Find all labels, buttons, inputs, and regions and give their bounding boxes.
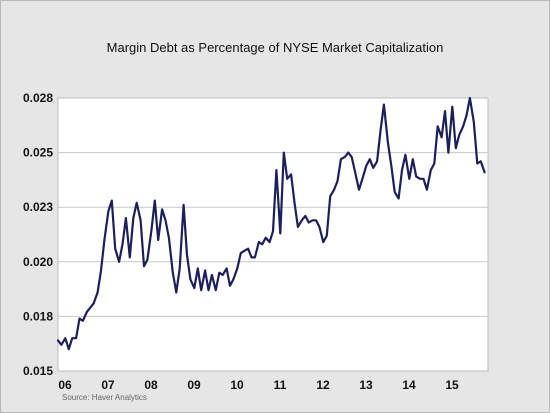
- y-tick-label: 0.020: [23, 255, 53, 269]
- y-tick-label: 0.018: [23, 309, 53, 323]
- x-tick-label: 13: [359, 378, 373, 392]
- series-line: [56, 96, 486, 351]
- chart-title: Margin Debt as Percentage of NYSE Market…: [107, 40, 444, 55]
- x-axis-ticks: 06 07 08 09 10 11 12 13 14 15: [58, 378, 459, 392]
- gridlines: [58, 152, 488, 317]
- y-tick-label: 0.025: [23, 146, 53, 160]
- x-tick-label: 06: [58, 378, 72, 392]
- y-tick-label: 0.015: [23, 364, 53, 378]
- y-tick-label: 0.023: [23, 200, 53, 214]
- x-tick-label: 09: [187, 378, 201, 392]
- y-tick-label: 0.028: [23, 91, 53, 105]
- x-tick-label: 11: [274, 378, 287, 392]
- x-tick-label: 07: [101, 378, 115, 392]
- x-tick-label: 14: [402, 378, 416, 392]
- x-tick-label: 12: [316, 378, 330, 392]
- y-axis-ticks: 0.028 0.025 0.023 0.020 0.018 0.015: [23, 91, 53, 378]
- source-note: Source: Haver Analytics: [62, 393, 147, 402]
- x-tick-label: 08: [144, 378, 158, 392]
- x-tick-label: 15: [445, 378, 459, 392]
- x-tick-label: 10: [230, 378, 244, 392]
